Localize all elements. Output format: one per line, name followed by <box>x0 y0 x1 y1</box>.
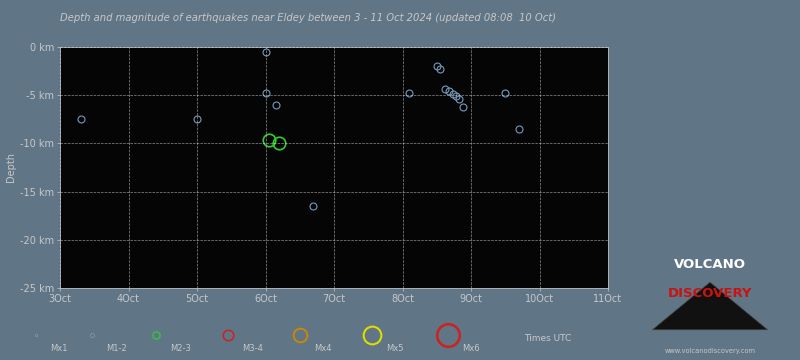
Text: M3-4: M3-4 <box>242 344 263 353</box>
Text: VOLCANO: VOLCANO <box>674 258 746 271</box>
Text: M2-3: M2-3 <box>170 344 191 353</box>
Text: Mx1: Mx1 <box>50 344 68 353</box>
Text: Mx4: Mx4 <box>314 344 332 353</box>
Text: Mx6: Mx6 <box>462 344 480 353</box>
Text: Times UTC: Times UTC <box>524 334 571 343</box>
Text: M1-2: M1-2 <box>106 344 127 353</box>
Text: www.volcanodiscovery.com: www.volcanodiscovery.com <box>665 348 755 354</box>
Text: Depth and magnitude of earthquakes near Eldey between 3 - 11 Oct 2024 (updated 0: Depth and magnitude of earthquakes near … <box>60 13 556 23</box>
Y-axis label: Depth: Depth <box>6 152 16 183</box>
Text: DISCOVERY: DISCOVERY <box>668 287 752 300</box>
Text: Mx5: Mx5 <box>386 344 404 353</box>
Polygon shape <box>653 282 768 330</box>
